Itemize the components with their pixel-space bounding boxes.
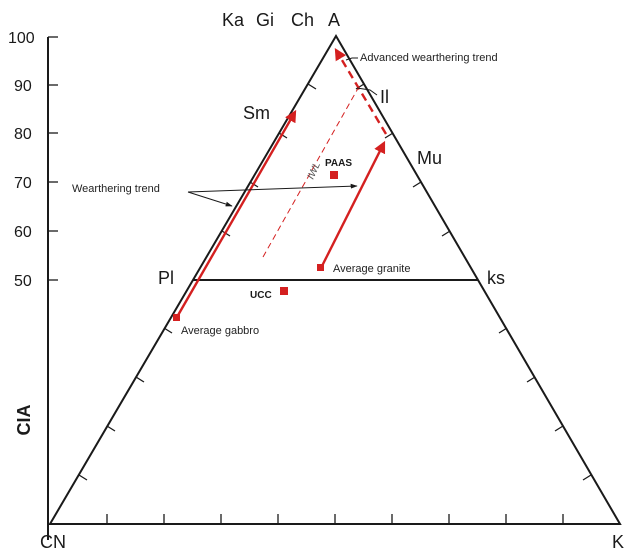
mineral-label-sm: Sm bbox=[243, 103, 270, 123]
apex-label-ch: Ch bbox=[291, 10, 314, 30]
weathering-trend-label: Wearthering trend bbox=[72, 183, 160, 195]
ucc-point bbox=[280, 287, 288, 295]
average-granite-label: Average granite bbox=[333, 263, 410, 275]
y-tick-label-50: 50 bbox=[14, 273, 32, 290]
average-gabbro-point bbox=[173, 314, 180, 321]
advanced-weathering-trend-arrow bbox=[334, 47, 388, 135]
average-gabbro-label: Average gabbro bbox=[181, 325, 259, 337]
y-tick-label-70: 70 bbox=[14, 175, 32, 192]
mineral-label-ks: ks bbox=[487, 268, 505, 288]
y-tick-label-60: 60 bbox=[14, 224, 32, 241]
mineral-label-pl: Pl bbox=[158, 268, 174, 288]
il-leader-line bbox=[356, 87, 378, 96]
paas-label: PAAS bbox=[325, 158, 352, 169]
left-side-ticks bbox=[78, 83, 317, 481]
advanced-trend-label: Advanced wearthering trend bbox=[360, 52, 498, 64]
corner-label-cn: CN bbox=[40, 532, 66, 552]
paas-point bbox=[330, 171, 338, 179]
corner-label-k: K bbox=[612, 532, 624, 552]
average-granite-point bbox=[317, 264, 324, 271]
mineral-label-il: Il bbox=[380, 87, 389, 107]
mineral-label-mu: Mu bbox=[417, 148, 442, 168]
bottom-side-ticks bbox=[106, 514, 564, 524]
y-tick-label-80: 80 bbox=[14, 126, 32, 143]
iwl-label: IWL bbox=[306, 161, 323, 182]
ucc-label: UCC bbox=[250, 290, 272, 301]
apex-label-gi: Gi bbox=[256, 10, 274, 30]
cia-axis-title: CIA bbox=[14, 405, 34, 436]
weathering-trend-pointer-2 bbox=[187, 183, 358, 193]
granite-weathering-trend-arrow bbox=[319, 140, 386, 269]
y-tick-label-90: 90 bbox=[14, 78, 32, 95]
right-side-ticks bbox=[355, 83, 592, 481]
cia-axis-ticks bbox=[48, 36, 58, 281]
apex-label-ka: Ka bbox=[222, 10, 245, 30]
y-tick-label-100: 100 bbox=[8, 30, 35, 47]
weathering-trend-pointer-1 bbox=[187, 191, 233, 207]
advanced-trend-leader-line bbox=[345, 57, 358, 61]
apex-label-a: A bbox=[328, 10, 340, 30]
ideal-weathering-line bbox=[262, 82, 362, 258]
gabbro-weathering-trend-arrow bbox=[175, 109, 297, 318]
